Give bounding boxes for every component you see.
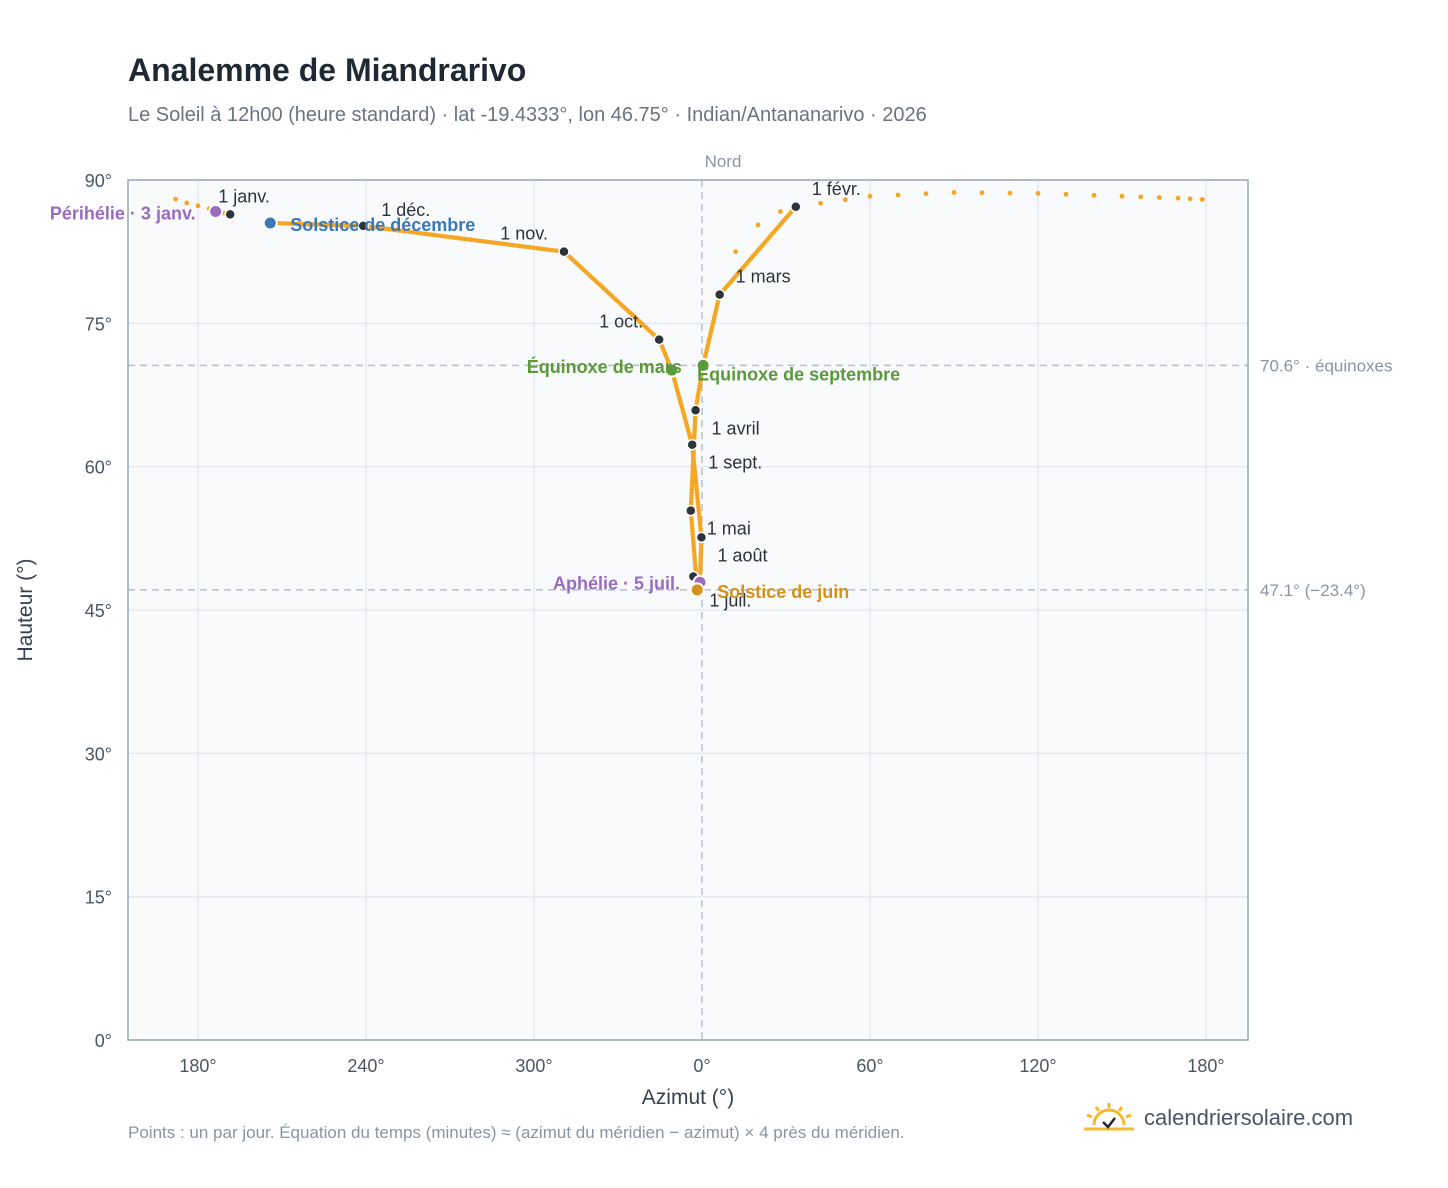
daily-sun-position <box>842 197 848 203</box>
daily-sun-position <box>1199 197 1205 202</box>
x-tick-label: 300° <box>515 1056 552 1076</box>
x-tick-label: 0° <box>693 1056 710 1076</box>
y-axis-title: Hauteur (°) <box>14 559 37 662</box>
daily-sun-position <box>778 209 783 214</box>
reference-lines: 70.6° · équinoxes 47.1° (−23.4°) <box>128 180 1393 1040</box>
sun-logo-icon <box>1084 1103 1134 1131</box>
event-label: Aphélie · 5 juil. <box>553 573 680 593</box>
event-marker <box>695 357 711 373</box>
daily-sun-position <box>1091 192 1097 198</box>
brand-name: calendriersolaire.com <box>1144 1105 1354 1130</box>
daily-sun-position <box>979 190 985 196</box>
daily-sun-position <box>1156 195 1162 200</box>
x-axis-title: Azimut (°) <box>642 1086 734 1109</box>
month-label: 1 janv. <box>218 186 270 206</box>
month-marker <box>689 404 702 417</box>
x-tick-label: 60° <box>856 1056 883 1076</box>
month-marker <box>653 333 665 346</box>
month-marker <box>685 504 697 517</box>
event-label: Solstice de juin <box>717 582 849 602</box>
x-tick-label: 240° <box>347 1056 384 1076</box>
daily-sun-position <box>818 200 823 206</box>
daily-sun-position <box>895 192 901 198</box>
month-label: 1 juil. <box>709 591 751 611</box>
daily-sun-position <box>1035 190 1041 196</box>
y-tick-label: 45° <box>85 601 112 621</box>
x-tick-label: 180° <box>179 1056 216 1076</box>
daily-sun-position <box>1138 194 1144 200</box>
event-label: Équinoxe de septembre <box>697 363 900 384</box>
daily-sun-position <box>1007 190 1013 196</box>
date-markers: 1 janv. 1 févr. 1 mars 1 avril 1 mai 1 juil. 1… <box>218 179 861 611</box>
event-markers: Périhélie · 3 janv. Solstice de décembre É… <box>50 204 900 602</box>
daily-sun-position <box>951 190 957 195</box>
north-label: Nord <box>705 152 742 171</box>
event-label: Périhélie · 3 janv. <box>50 204 196 224</box>
plot-frame <box>127 179 1249 1041</box>
daily-sun-position <box>733 249 738 255</box>
daily-sun-position <box>173 196 179 202</box>
event-label: Solstice de décembre <box>290 215 475 235</box>
y-tick-label: 30° <box>85 744 112 764</box>
month-marker <box>686 438 698 451</box>
x-tick-label: 120° <box>1019 1056 1056 1076</box>
chart-title: Analemme de Miandrarivo <box>128 52 527 88</box>
month-marker <box>713 288 726 301</box>
reference-line-label: 47.1° (−23.4°) <box>1260 581 1366 600</box>
month-label: 1 oct. <box>599 312 643 332</box>
daily-sun-position <box>1119 193 1125 199</box>
footer-note: Points : un par jour. Équation du temps … <box>128 1123 905 1142</box>
month-label: 1 avril <box>712 418 760 438</box>
x-tick-label: 180° <box>1187 1056 1224 1076</box>
month-label: 1 févr. <box>812 179 861 199</box>
month-marker <box>558 245 570 258</box>
daily-sun-position <box>755 222 761 228</box>
y-tick-label: 0° <box>95 1031 112 1051</box>
month-label: 1 nov. <box>500 224 548 244</box>
daily-sun-position <box>1187 196 1193 202</box>
month-label: 1 déc. <box>381 200 430 220</box>
month-marker <box>695 531 708 544</box>
event-marker <box>689 582 705 598</box>
axes: 180° 240° 300° 0° 60° 120° 180° 0° 15° 30° 45° 60° 7… <box>85 171 1225 1076</box>
event-label: Équinoxe de mars <box>527 356 682 377</box>
daily-sun-position <box>184 200 190 206</box>
y-tick-label: 75° <box>85 314 112 334</box>
month-label: 1 mai <box>707 519 751 539</box>
daily-sun-position <box>923 191 929 197</box>
reference-line-label: 70.6° · équinoxes <box>1260 356 1393 375</box>
daily-sun-position <box>1063 191 1069 197</box>
month-label: 1 août <box>717 545 767 565</box>
y-tick-label: 90° <box>85 171 112 191</box>
y-tick-label: 15° <box>85 888 112 908</box>
month-label: 1 sept. <box>708 453 762 473</box>
daily-sun-position <box>1175 195 1181 201</box>
month-label: 1 mars <box>736 267 791 287</box>
event-marker <box>262 215 278 231</box>
month-marker <box>357 220 369 232</box>
event-marker <box>664 362 680 378</box>
event-marker <box>208 204 224 220</box>
chart-subtitle: Le Soleil à 12h00 (heure standard) · lat… <box>128 104 927 126</box>
month-marker <box>790 201 802 213</box>
month-marker <box>224 208 236 221</box>
daily-sun-position <box>867 193 873 199</box>
y-tick-label: 60° <box>85 458 112 478</box>
brand[interactable]: calendriersolaire.com <box>1082 1103 1353 1133</box>
daily-sun-position <box>195 203 201 209</box>
